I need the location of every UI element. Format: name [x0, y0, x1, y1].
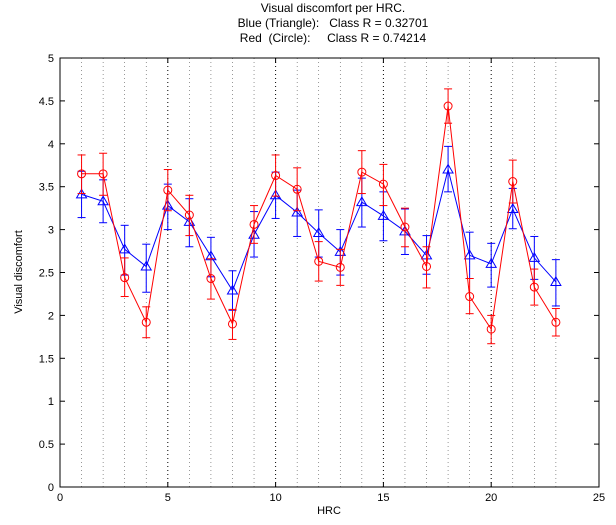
- data-point: [335, 262, 345, 272]
- data-point: [528, 251, 541, 262]
- data-point: [378, 179, 388, 189]
- x-tick-label: 15: [377, 492, 389, 504]
- title-line-2: Blue (Triangle): Class R = 0.32701: [238, 16, 429, 30]
- data-point: [271, 171, 281, 181]
- series-line: [81, 105, 557, 331]
- data-point: [463, 249, 476, 260]
- data-point: [163, 185, 173, 195]
- data-point: [314, 256, 324, 266]
- data-point: [118, 243, 131, 254]
- data-point: [141, 317, 151, 327]
- triangle-series: [75, 145, 562, 311]
- data-point: [184, 210, 194, 220]
- data-point: [508, 177, 518, 187]
- x-tick-label: 20: [485, 492, 497, 504]
- data-point: [442, 163, 454, 174]
- data-point: [529, 282, 539, 292]
- y-axis-title: Visual discomfort: [13, 230, 25, 314]
- series-layer: [75, 88, 562, 345]
- x-tick-label: 25: [593, 492, 605, 504]
- data-point: [486, 324, 496, 334]
- data-point: [269, 189, 282, 200]
- y-tick-label: 5: [48, 53, 54, 65]
- y-tick-label: 4.5: [39, 96, 54, 108]
- y-tick-label: 0: [48, 482, 54, 494]
- data-point: [120, 273, 130, 283]
- circle-series: [77, 88, 561, 345]
- series-line: [81, 169, 557, 292]
- x-tick-label: 10: [269, 492, 281, 504]
- data-point: [249, 219, 259, 229]
- y-tick-label: 3: [48, 225, 54, 237]
- data-point: [377, 209, 390, 220]
- title-line-3: Red (Circle): Class R = 0.74214: [240, 31, 427, 45]
- data-point: [422, 261, 432, 271]
- data-point: [97, 195, 109, 206]
- y-tick-label: 0.5: [39, 439, 54, 451]
- data-point: [291, 206, 304, 217]
- data-point: [77, 169, 87, 179]
- data-point: [443, 101, 453, 111]
- data-point: [206, 274, 216, 284]
- y-tick-label: 2.5: [39, 268, 54, 280]
- data-point: [355, 196, 368, 207]
- data-point: [506, 203, 519, 214]
- data-point: [140, 260, 153, 271]
- data-point: [485, 257, 498, 268]
- plot-area: [60, 58, 599, 487]
- data-point: [312, 227, 325, 238]
- x-axis-title: HRC: [317, 505, 341, 517]
- chart-title: Visual discomfort per HRC. Blue (Triangl…: [238, 1, 429, 45]
- y-tick-label: 1.5: [39, 353, 54, 365]
- y-tick-label: 4: [48, 139, 54, 151]
- data-point: [226, 284, 239, 295]
- x-tick-label: 0: [57, 492, 63, 504]
- y-tick-label: 1: [48, 396, 54, 408]
- data-point: [400, 222, 410, 232]
- data-point: [292, 184, 302, 194]
- data-point: [227, 319, 237, 329]
- data-point: [465, 292, 475, 302]
- data-point: [550, 275, 562, 286]
- tick-layer: 0 5 10 15 20 25 0 0.5 1 1.5 2 2.5 3 3.5 4 4.5 5: [39, 53, 605, 504]
- data-point: [551, 317, 561, 327]
- x-tick-label: 5: [165, 492, 171, 504]
- data-point: [98, 169, 108, 179]
- title-line-1: Visual discomfort per HRC.: [261, 1, 406, 15]
- y-tick-label: 2: [48, 310, 54, 322]
- y-tick-label: 3.5: [39, 182, 54, 194]
- data-point: [357, 167, 367, 177]
